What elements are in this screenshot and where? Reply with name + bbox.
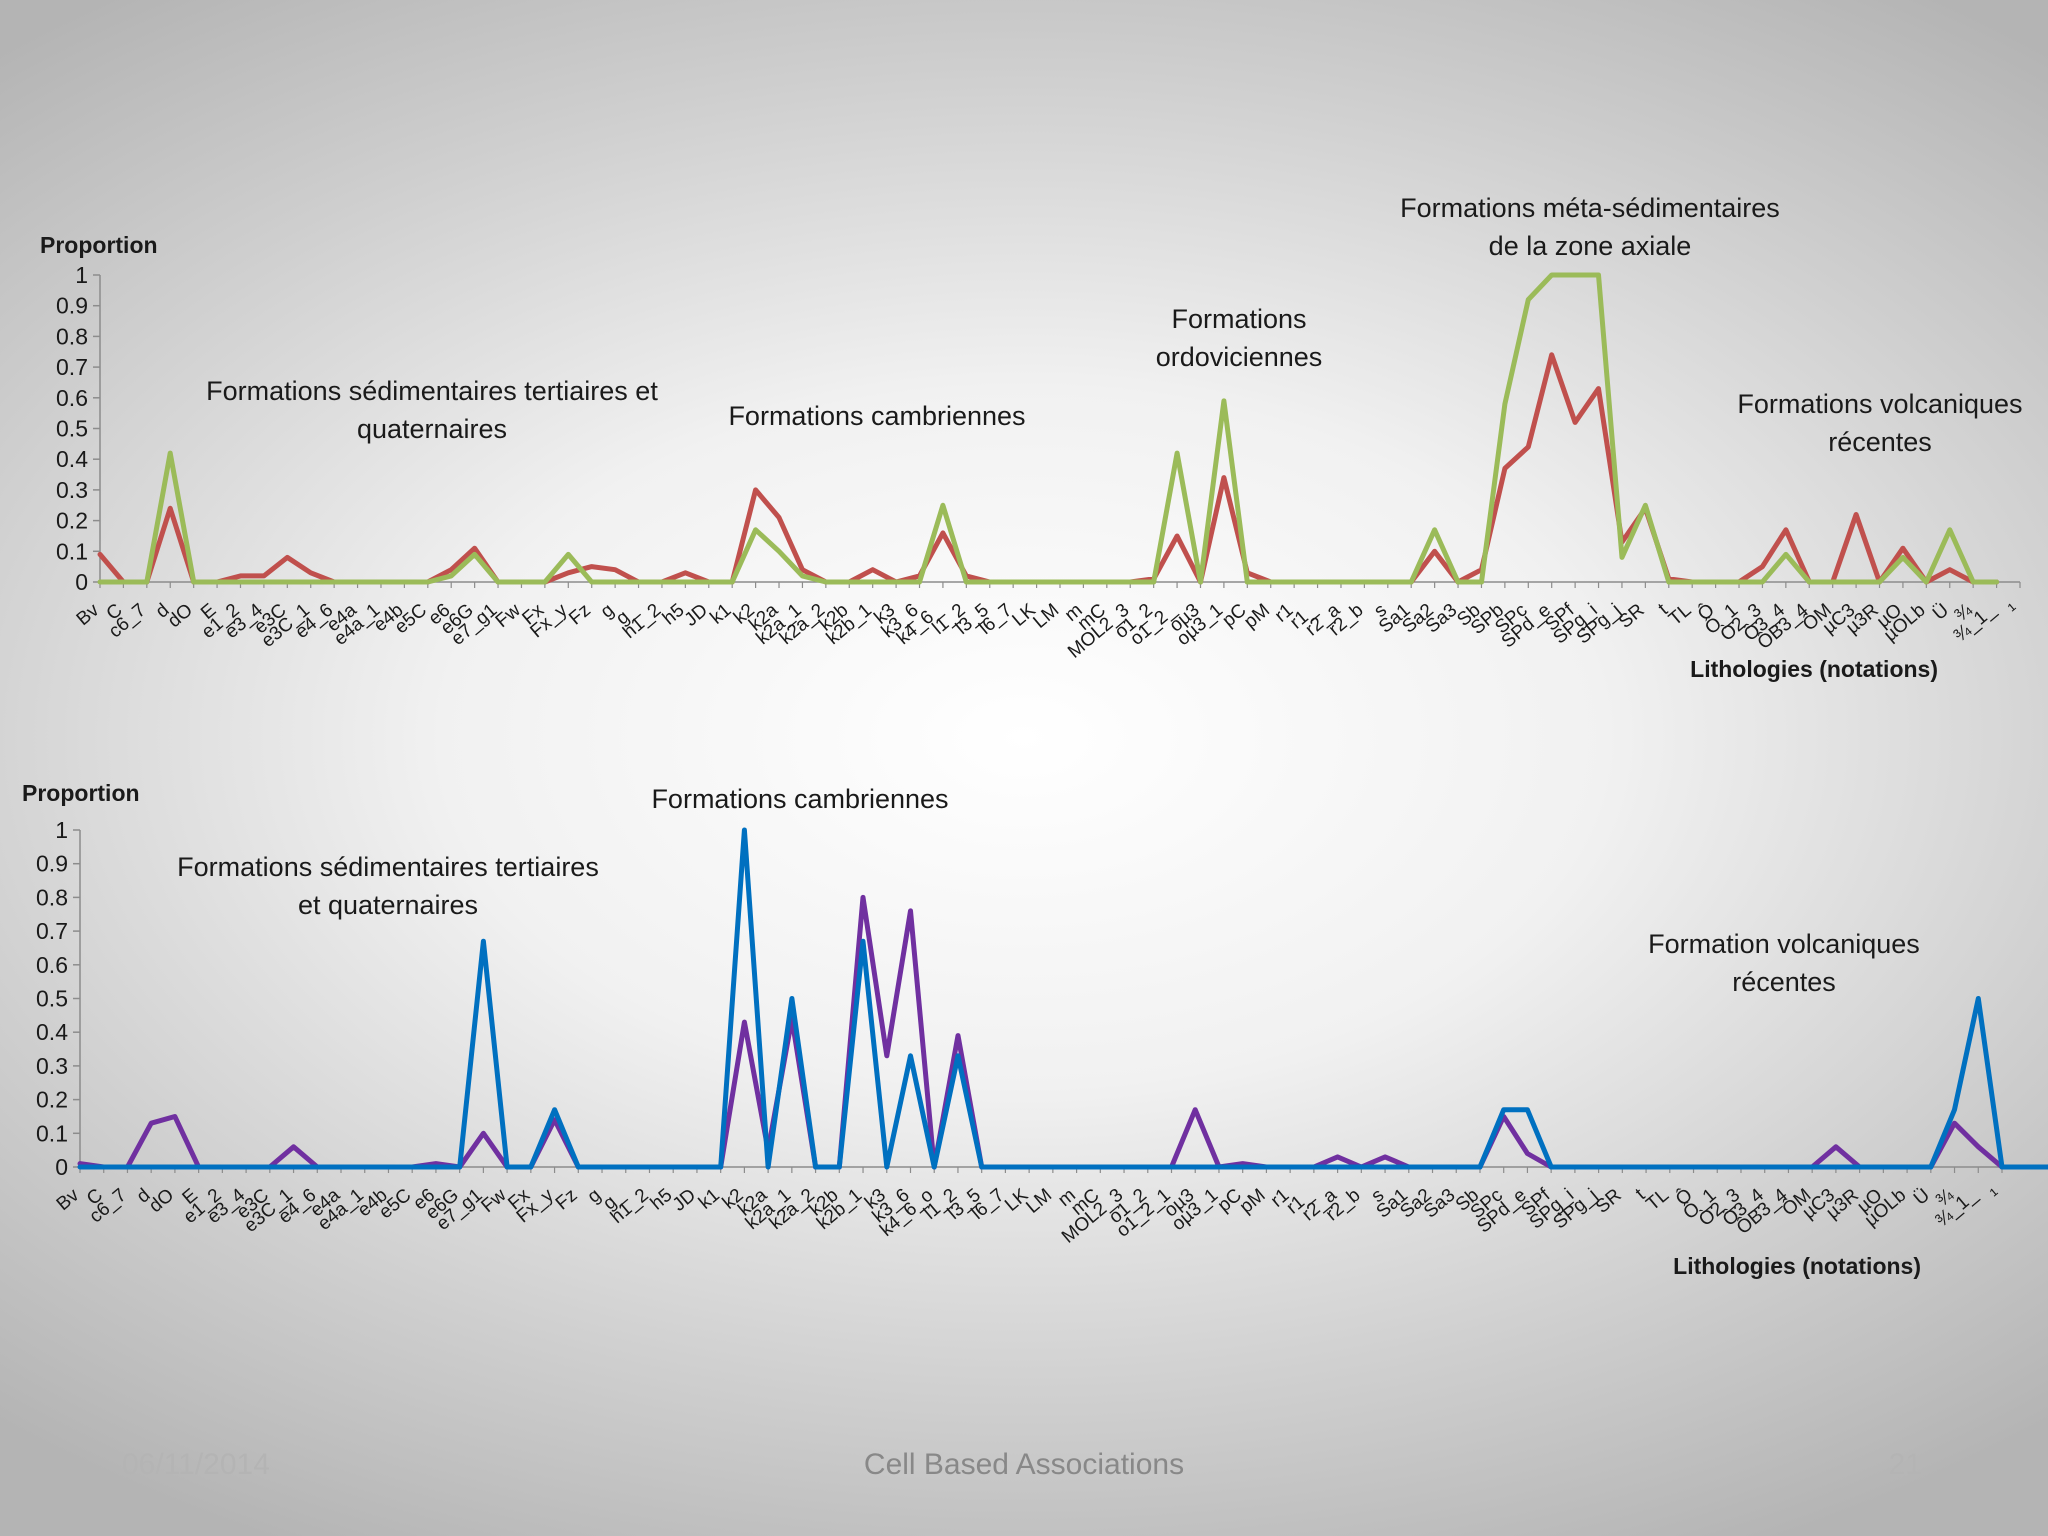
chart1-x-tick-label: TL — [1665, 600, 1695, 630]
chart2-annotation: Formations cambriennes — [651, 784, 948, 814]
chart2-y-tick-label: 0.7 — [36, 918, 68, 944]
chart1-x-tick-label: LM — [1029, 600, 1063, 633]
chart1-y-tick-label: 0.5 — [56, 416, 88, 442]
chart1-y-tick-label: 0.3 — [56, 477, 88, 503]
chart2-y-tick-label: 0.5 — [36, 986, 68, 1012]
chart1-x-tick-label: JD — [681, 600, 712, 631]
chart2-y-tick-label: 0.2 — [36, 1087, 68, 1113]
chart1-annotation: Formations volcaniques — [1737, 389, 2022, 419]
chart2-series-line-2 — [77, 827, 2048, 1170]
chart1-annotation: Formations sédimentaires tertiaires et — [206, 376, 658, 406]
chart1-x-tick-label: ¹ — [2005, 600, 2023, 620]
chart1-annotation: quaternaires — [357, 414, 507, 444]
chart1-y-tick-label: 0.6 — [56, 385, 88, 411]
chart1-series-line-2 — [97, 272, 2000, 585]
chart1-x-tick-label: dO — [164, 600, 197, 632]
chart2-x-axis-title: Lithologies (notations) — [1673, 1253, 1921, 1279]
chart1-x-tick-label: Bv — [73, 599, 104, 630]
chart1-x-tick-label: SR — [1615, 600, 1649, 633]
chart2-y-tick-label: 0.8 — [36, 884, 68, 910]
chart1-y-tick-label: 0.1 — [56, 538, 88, 564]
chart2-x-tick-label: ¹ — [1987, 1185, 2005, 1205]
footer-title: Cell Based Associations — [863, 1448, 1185, 1481]
chart2-x-tick-label: LM — [1022, 1185, 1056, 1218]
chart2-annotation: Formation volcaniques — [1648, 929, 1920, 959]
chart2-y-tick-label: 1 — [55, 817, 68, 843]
chart1-annotation: ordoviciennes — [1156, 342, 1323, 372]
chart1-y-tick-label: 0.2 — [56, 508, 88, 534]
chart1-annotation: Formations cambriennes — [728, 401, 1025, 431]
chart2-y-tick-label: 0.1 — [36, 1120, 68, 1146]
chart1-y-tick-label: 0.7 — [56, 354, 88, 380]
chart2-x-tick-label: Bv — [53, 1184, 84, 1215]
chart2-x-tick-label: TL — [1643, 1185, 1673, 1215]
chart1-annotation: de la zone axiale — [1489, 231, 1692, 261]
chart1-y-tick-label: 0.4 — [56, 446, 88, 472]
chart2-y-tick-label: 0.3 — [36, 1053, 68, 1079]
chart1-y-tick-label: 0.8 — [56, 323, 88, 349]
chart2-y-axis-title: Proportion — [22, 780, 140, 806]
chart1-x-tick-label: Fz — [565, 600, 595, 630]
chart1-annotation: récentes — [1828, 427, 1932, 457]
chart2-x-tick-label: dO — [145, 1185, 178, 1217]
chart1-y-tick-label: 0.9 — [56, 293, 88, 319]
chart2-y-tick-label: 0 — [55, 1154, 68, 1180]
chart2-annotation: récentes — [1732, 967, 1836, 997]
chart1-y-tick-label: 1 — [75, 262, 88, 288]
chart2-x-tick-label: Ü — [1910, 1185, 1934, 1210]
chart1-annotation: Formations — [1171, 304, 1306, 334]
chart1-annotation: Formations méta-sédimentaires — [1400, 193, 1780, 223]
chart1-y-axis-title: Proportion — [40, 232, 158, 258]
slide-number: 21 — [1888, 1448, 1922, 1481]
chart1-x-axis-title: Lithologies (notations) — [1690, 656, 1938, 682]
chart2-y-tick-label: 0.9 — [36, 851, 68, 877]
chart1-y-tick-label: 0 — [75, 569, 88, 595]
chart2-annotation: et quaternaires — [298, 890, 478, 920]
chart2-y-tick-label: 0.6 — [36, 952, 68, 978]
chart2-x-tick-label: pM — [1236, 1185, 1270, 1218]
chart2-annotation: Formations sédimentaires tertiaires — [177, 852, 599, 882]
footer-date: 06/11/2014 — [122, 1448, 270, 1481]
chart2-x-tick-label: Fz — [552, 1185, 582, 1215]
chart1-x-tick-label: Ü — [1929, 600, 1953, 625]
chart2-y-tick-label: 0.4 — [36, 1019, 68, 1045]
chart2-x-tick-label: SR — [1592, 1185, 1626, 1218]
chart1-x-tick-label: pM — [1240, 600, 1274, 633]
chart2-x-tick-label: JD — [669, 1185, 700, 1216]
